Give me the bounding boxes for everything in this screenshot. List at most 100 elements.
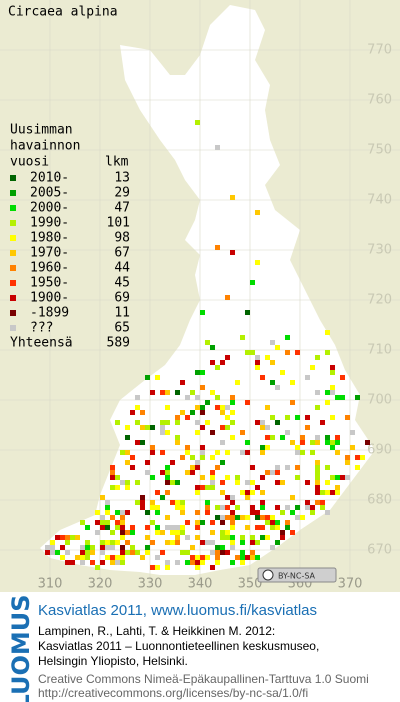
observation-square: [100, 550, 105, 555]
observation-square: [220, 405, 225, 410]
observation-square: [170, 530, 175, 535]
observation-square: [230, 515, 235, 520]
observation-square: [110, 475, 115, 480]
observation-square: [320, 505, 325, 510]
observation-square: [125, 460, 130, 465]
observation-square: [165, 475, 170, 480]
observation-square: [110, 515, 115, 520]
observation-square: [275, 505, 280, 510]
observation-square: [105, 525, 110, 530]
observation-square: [160, 390, 165, 395]
observation-square: [250, 480, 255, 485]
observation-square: [150, 500, 155, 505]
observation-square: [270, 520, 275, 525]
observation-square: [325, 490, 330, 495]
observation-square: [230, 395, 235, 400]
observation-square: [275, 480, 280, 485]
observation-square: [195, 430, 200, 435]
observation-square: [120, 515, 125, 520]
observation-square: [115, 420, 120, 425]
observation-square: [225, 415, 230, 420]
legend-label: 1970-: [30, 246, 69, 261]
observation-square: [200, 560, 205, 565]
observation-square: [110, 545, 115, 550]
observation-square: [335, 475, 340, 480]
observation-square: [310, 505, 315, 510]
observation-square: [330, 365, 335, 370]
observation-square: [130, 455, 135, 460]
observation-square: [125, 450, 130, 455]
citation: Kasviatlas 2011 – Luonnontieteellinen ke…: [38, 639, 319, 653]
observation-square: [90, 560, 95, 565]
observation-square: [140, 500, 145, 505]
northing-label: 670: [367, 543, 392, 558]
observation-square: [260, 490, 265, 495]
observation-square: [230, 510, 235, 515]
observation-square: [150, 445, 155, 450]
observation-square: [165, 480, 170, 485]
observation-square: [65, 550, 70, 555]
observation-square: [245, 525, 250, 530]
northing-label: 710: [367, 343, 392, 358]
observation-square: [200, 370, 205, 375]
observation-square: [105, 540, 110, 545]
observation-square: [245, 450, 250, 455]
observation-square: [140, 425, 145, 430]
observation-square: [150, 520, 155, 525]
cc-icon: [262, 569, 274, 581]
citation: Helsingin Yliopisto, Helsinki.: [38, 654, 188, 668]
observation-square: [140, 555, 145, 560]
observation-square: [350, 430, 355, 435]
legend-swatch: [10, 175, 16, 181]
observation-square: [130, 525, 135, 530]
observation-square: [210, 345, 215, 350]
observation-square: [100, 515, 105, 520]
observation-square: [215, 515, 220, 520]
observation-square: [205, 400, 210, 405]
observation-square: [180, 500, 185, 505]
observation-square: [250, 540, 255, 545]
observation-square: [110, 540, 115, 545]
observation-square: [315, 465, 320, 470]
observation-square: [45, 545, 50, 550]
observation-square: [255, 260, 260, 265]
observation-square: [65, 560, 70, 565]
observation-square: [120, 555, 125, 560]
observation-square: [120, 545, 125, 550]
observation-square: [290, 510, 295, 515]
observation-square: [335, 440, 340, 445]
observation-square: [155, 555, 160, 560]
license-badge-text: BY-NC-SA: [278, 572, 316, 581]
observation-square: [185, 470, 190, 475]
observation-square: [215, 245, 220, 250]
observation-square: [70, 560, 75, 565]
observation-square: [330, 445, 335, 450]
observation-square: [210, 520, 215, 525]
observation-square: [330, 385, 335, 390]
observation-square: [250, 350, 255, 355]
observation-square: [225, 495, 230, 500]
observation-square: [230, 420, 235, 425]
observation-square: [155, 565, 160, 570]
legend-count: 47: [114, 201, 130, 216]
observation-square: [205, 540, 210, 545]
observation-square: [125, 510, 130, 515]
observation-square: [270, 340, 275, 345]
observation-square: [300, 435, 305, 440]
northing-label: 730: [367, 243, 392, 258]
observation-square: [265, 535, 270, 540]
observation-square: [75, 555, 80, 560]
observation-square: [65, 535, 70, 540]
observation-square: [275, 525, 280, 530]
observation-square: [125, 550, 130, 555]
observation-square: [220, 515, 225, 520]
observation-square: [315, 390, 320, 395]
observation-square: [175, 415, 180, 420]
observation-square: [230, 435, 235, 440]
observation-square: [205, 485, 210, 490]
observation-square: [185, 445, 190, 450]
observation-square: [260, 515, 265, 520]
legend-swatch: [10, 205, 16, 211]
observation-square: [165, 430, 170, 435]
